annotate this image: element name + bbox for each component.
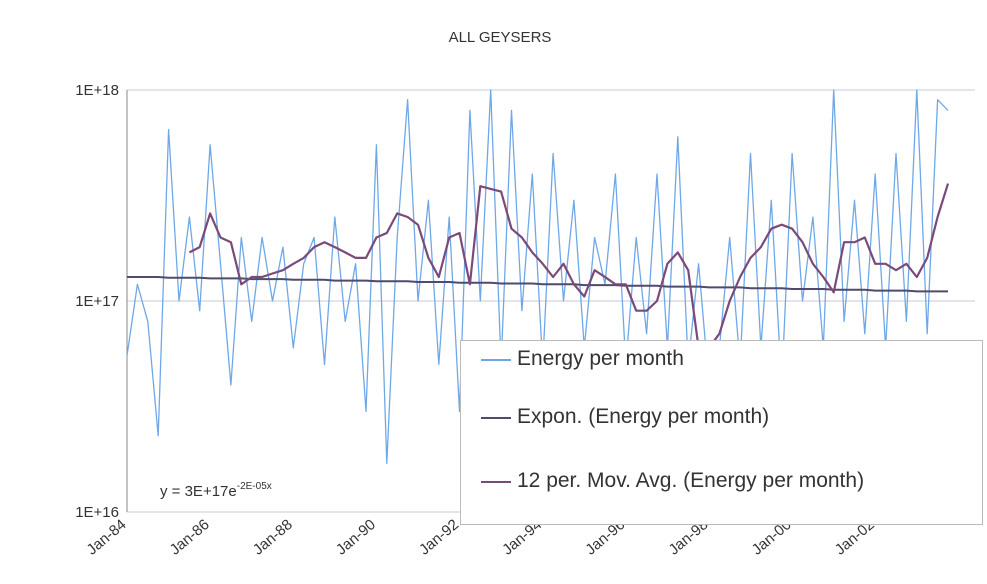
equation-base: y = 3E+17e [160, 483, 237, 500]
legend-item: Energy per month [481, 347, 972, 371]
legend-item: Expon. (Energy per month) [481, 405, 972, 429]
equation-exponent: -2E-05x [237, 481, 272, 492]
legend-label: Expon. (Energy per month) [517, 405, 770, 428]
x-tick-label: Jan-92 [416, 516, 462, 559]
y-tick-label: 1E+16 [75, 504, 119, 521]
trend-equation: y = 3E+17e-2E-05x [160, 481, 272, 500]
series-line [188, 183, 950, 349]
y-tick-label: 1E+18 [75, 82, 119, 99]
legend-label: 12 per. Mov. Avg. (Energy per month) [517, 469, 865, 492]
x-tick-label: Jan-86 [167, 516, 213, 559]
y-tick-label: 1E+17 [75, 293, 119, 310]
legend-swatch [481, 417, 511, 419]
legend-swatch [481, 359, 511, 361]
legend-item: 12 per. Mov. Avg. (Energy per month) [481, 469, 972, 493]
legend-label: Energy per month [517, 347, 684, 370]
x-tick-label: Jan-84 [84, 516, 130, 559]
series-line [126, 89, 949, 465]
legend-swatch [481, 481, 511, 483]
legend: Energy per month Expon. (Energy per month… [460, 340, 983, 525]
x-tick-label: Jan-88 [250, 516, 296, 559]
series-line [127, 276, 948, 293]
chart-title: ALL GEYSERS [449, 29, 552, 46]
x-tick-label: Jan-90 [333, 516, 379, 559]
